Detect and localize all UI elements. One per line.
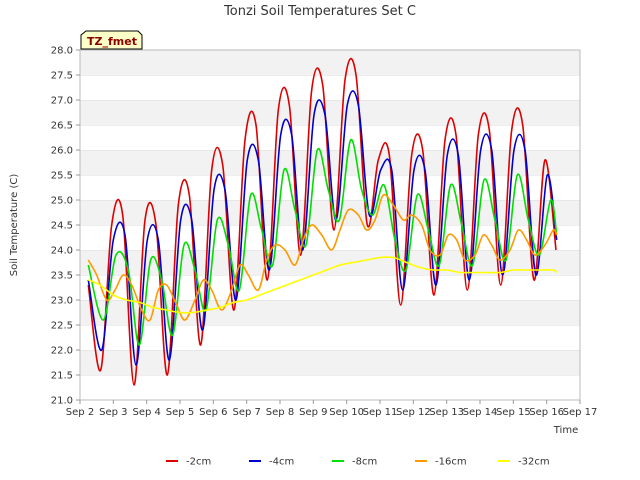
grid-band <box>80 50 580 75</box>
series-line-8cmcm <box>87 139 558 346</box>
x-tick-label: Sep 11 <box>363 407 398 418</box>
series-line-16cmcm <box>87 193 558 322</box>
y-tick-label: 27.0 <box>51 96 73 107</box>
legend-label: -16cm <box>435 457 467 468</box>
y-axis: 21.0 21.5 22.0 22.5 23.0 23.5 24.0 24.5 25.0 25.5… <box>51 46 80 407</box>
annotation-label: TZ_fmet <box>87 35 137 48</box>
x-tick-label: Sep 5 <box>166 407 194 418</box>
x-tick-label: Sep 12 <box>396 407 431 418</box>
y-tick-label: 25.0 <box>51 196 73 207</box>
grid-band <box>80 275 580 300</box>
x-axis: Sep 2 Sep 3 Sep 4 Sep 5 Sep 6 Sep 7 Sep 8 Sep 9… <box>66 400 598 418</box>
legend-label: -32cm <box>518 457 550 468</box>
y-tick-label: 23.0 <box>51 296 73 307</box>
x-tick-label: Sep 13 <box>429 407 464 418</box>
x-tick-label: Sep 3 <box>99 407 127 418</box>
legend-label: -4cm <box>269 457 294 468</box>
x-axis-title: Time <box>553 425 578 436</box>
y-tick-label: 21.5 <box>51 371 73 382</box>
x-tick-label: Sep 15 <box>496 407 531 418</box>
x-tick-label: Sep 17 <box>563 407 598 418</box>
y-tick-label: 26.5 <box>51 121 73 132</box>
grid-band <box>80 350 580 375</box>
x-tick-label: Sep 14 <box>463 407 498 418</box>
legend-label: -8cm <box>352 457 377 468</box>
y-tick-label: 27.5 <box>51 71 73 82</box>
series-line-2cmcm <box>87 57 557 386</box>
series-line-32cmcm <box>88 256 558 314</box>
y-tick-label: 21.0 <box>51 396 73 407</box>
x-tick-label: Sep 8 <box>266 407 294 418</box>
grid-band <box>80 325 580 350</box>
annotation-box <box>80 30 143 50</box>
grid-band <box>80 100 580 125</box>
x-tick-label: Sep 2 <box>66 407 94 418</box>
legend: -2cm -4cm -8cm -16cm -32cm <box>166 457 550 468</box>
y-tick-label: 23.5 <box>51 271 73 282</box>
series-lines <box>87 57 558 386</box>
chart-title: Tonzi Soil Temperatures Set C <box>223 4 416 19</box>
grid-band <box>80 375 580 400</box>
x-tick-label: Sep 7 <box>232 407 260 418</box>
y-tick-label: 24.5 <box>51 221 73 232</box>
x-tick-label: Sep 6 <box>199 407 227 418</box>
y-tick-label: 22.5 <box>51 321 73 332</box>
grid-band <box>80 125 580 150</box>
station-annotation: TZ_fmet <box>80 30 143 50</box>
y-tick-label: 28.0 <box>51 46 73 57</box>
x-tick-label: Sep 10 <box>329 407 364 418</box>
y-axis-title: Soil Temperature (C) <box>9 174 20 277</box>
legend-label: -2cm <box>186 457 211 468</box>
series-line-4cmcm <box>87 90 558 366</box>
x-tick-label: Sep 4 <box>132 407 160 418</box>
y-tick-label: 24.0 <box>51 246 73 257</box>
x-tick-label: Sep 9 <box>299 407 327 418</box>
x-tick-label: Sep 16 <box>529 407 564 418</box>
grid-band <box>80 75 580 100</box>
y-tick-label: 22.0 <box>51 346 73 357</box>
y-tick-label: 25.5 <box>51 171 73 182</box>
y-tick-label: 26.0 <box>51 146 73 157</box>
